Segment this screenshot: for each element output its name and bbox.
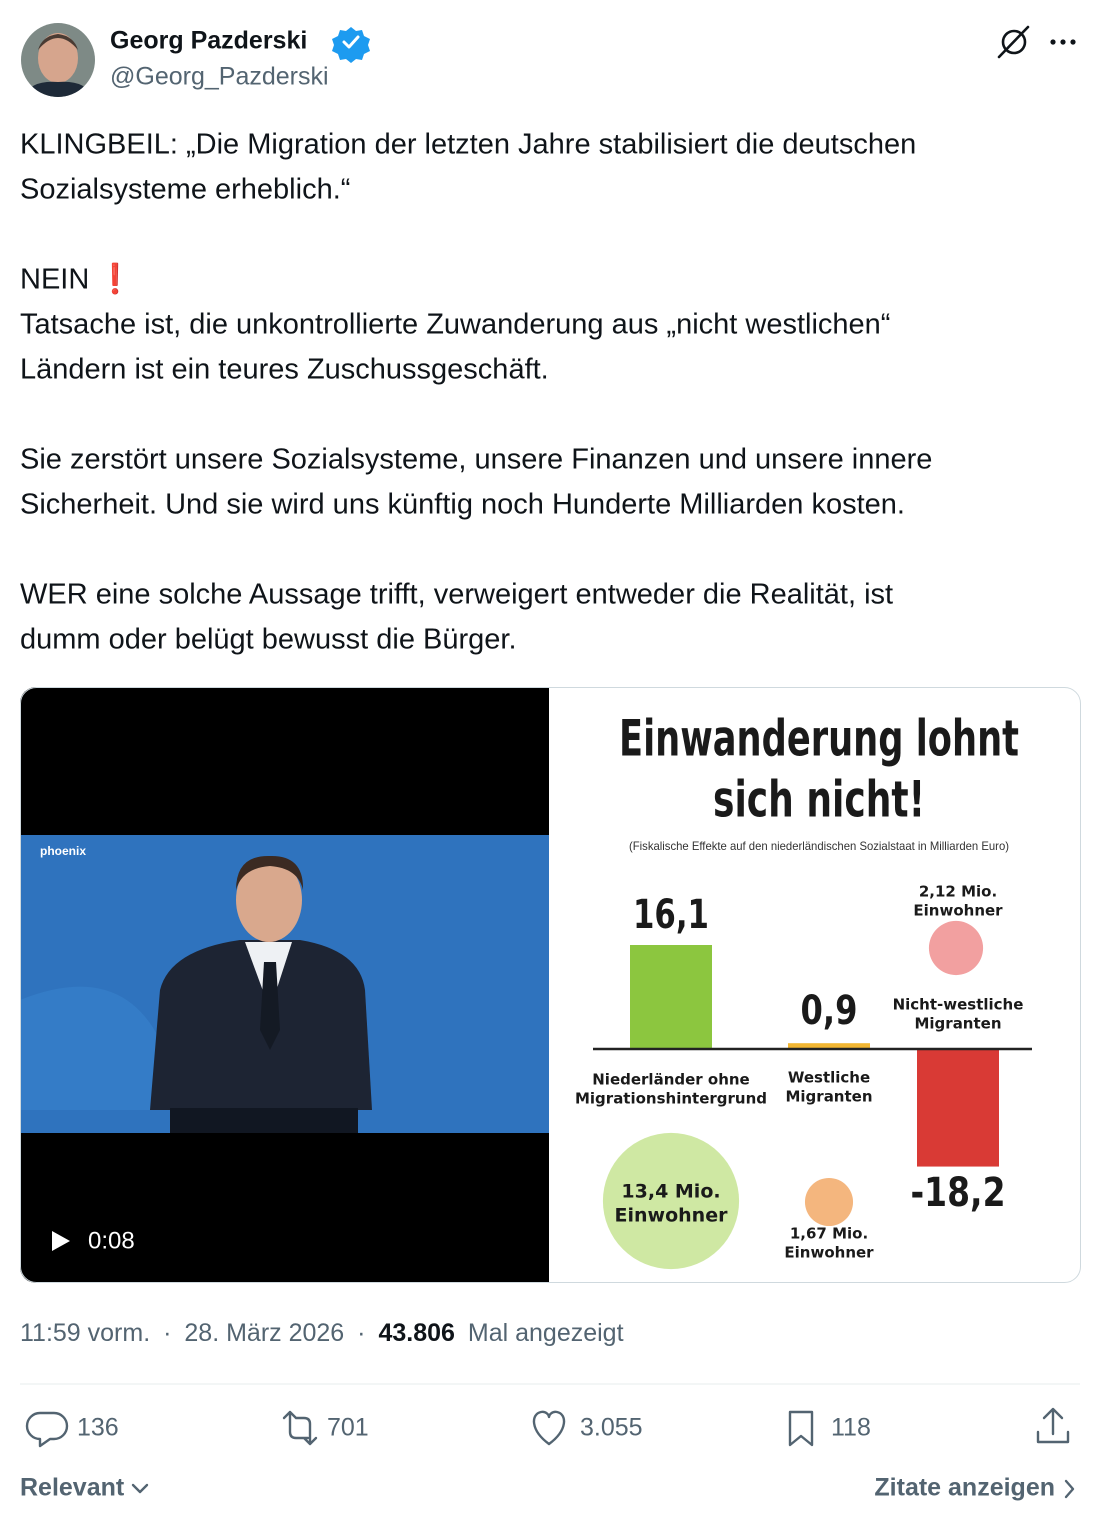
author-name[interactable]: Georg Pazderski <box>110 27 307 55</box>
speaker-hair <box>236 855 304 890</box>
media-border <box>20 687 1081 1283</box>
infographic-title: Einwanderung lohnt <box>619 710 1019 768</box>
tweet-line: Sicherheit. Und sie wird uns künftig noc… <box>20 489 905 521</box>
avatar-face <box>38 33 78 83</box>
population-label: Einwohner <box>615 1205 729 1227</box>
repost-button[interactable]: 701 <box>282 1410 369 1446</box>
tweet-line: KLINGBEIL: „Die Migration der letzten Ja… <box>20 129 916 161</box>
avatar[interactable] <box>21 23 95 97</box>
reply-button[interactable]: 136 <box>25 1411 119 1448</box>
population-bubble <box>928 920 984 976</box>
bar <box>788 1043 870 1049</box>
population-bubble <box>804 1177 854 1227</box>
separator: · <box>357 1319 365 1347</box>
quotes-link[interactable]: Zitate anzeigen <box>874 1474 1075 1502</box>
avatar-hair <box>38 34 78 50</box>
like-button[interactable]: 3.055 <box>532 1410 643 1446</box>
like-count: 3.055 <box>580 1414 643 1442</box>
tweet-line: Ländern ist ein teures Zuschussgeschäft. <box>20 354 549 386</box>
value-label: 0,9 <box>801 988 858 1034</box>
share-button[interactable] <box>1036 1407 1070 1444</box>
population-label: Einwohner <box>913 902 1003 920</box>
view-count: 43.806 <box>378 1319 454 1347</box>
bookmark-count: 118 <box>831 1414 871 1442</box>
value-label: 16,1 <box>633 892 709 938</box>
date[interactable]: 28. März 2026 <box>184 1319 344 1347</box>
speaker-face <box>236 858 302 942</box>
population-label: Einwohner <box>784 1244 874 1262</box>
category-label: Nicht-westliche <box>893 996 1024 1014</box>
quotes-label: Zitate anzeigen <box>874 1474 1055 1502</box>
channel-logo: phoenix <box>40 844 86 858</box>
author-handle[interactable]: @Georg_Pazderski <box>110 63 329 91</box>
meta-line: 11:59 vorm. · 28. März 2026 · 43.806 Mal… <box>20 1319 624 1347</box>
tweet-line: Sie zerstört unsere Sozialsysteme, unser… <box>20 444 932 476</box>
time[interactable]: 11:59 vorm. <box>20 1319 150 1347</box>
tweet-line: dumm oder belügt bewusst die Bürger. <box>20 624 517 656</box>
category-label: Niederländer ohne <box>592 1071 750 1089</box>
population-bubble <box>602 1132 740 1270</box>
infographic-title: sich nicht! <box>713 771 925 829</box>
tweet-line: Tatsache ist, die unkontrollierte Zuwand… <box>20 309 890 341</box>
separator: · <box>163 1319 171 1347</box>
video[interactable] <box>20 687 1081 1283</box>
category-label: Migranten <box>914 1015 1001 1033</box>
category-label: Migranten <box>785 1088 872 1106</box>
tweet-text: KLINGBEIL: „Die Migration der letzten Ja… <box>20 129 932 656</box>
infographic-subtitle: (Fiskalische Effekte auf den niederländi… <box>629 839 1009 853</box>
play-icon[interactable] <box>52 1231 70 1251</box>
category-label: Westliche <box>788 1069 870 1087</box>
population-label: 1,67 Mio. <box>790 1225 868 1243</box>
tweet-line: Sozialsysteme erheblich.“ <box>20 174 350 206</box>
views-label: Mal angezeigt <box>468 1319 624 1347</box>
verified-badge <box>332 27 370 63</box>
sort-menu[interactable]: Relevant <box>20 1474 149 1502</box>
speaker-tie <box>260 962 280 1050</box>
grok-icon[interactable] <box>997 25 1030 59</box>
population-label: 13,4 Mio. <box>621 1181 720 1203</box>
bookmark-button[interactable]: 118 <box>788 1410 871 1447</box>
stage-light <box>20 986 160 1110</box>
video-duration: 0:08 <box>88 1227 135 1254</box>
category-label: Migrationshintergrund <box>575 1090 767 1108</box>
bar <box>917 1049 999 1167</box>
repost-count: 701 <box>327 1414 369 1442</box>
podium <box>170 1108 358 1133</box>
bar <box>630 945 712 1049</box>
tweet-line: NEIN ❗ <box>20 262 133 296</box>
sort-label: Relevant <box>20 1474 125 1502</box>
population-label: 2,12 Mio. <box>919 883 997 901</box>
reply-count: 136 <box>77 1414 119 1442</box>
more-menu[interactable] <box>1050 39 1076 45</box>
tweet-line: WER eine solche Aussage trifft, verweige… <box>20 579 893 611</box>
value-label: -18,2 <box>911 1170 1006 1216</box>
